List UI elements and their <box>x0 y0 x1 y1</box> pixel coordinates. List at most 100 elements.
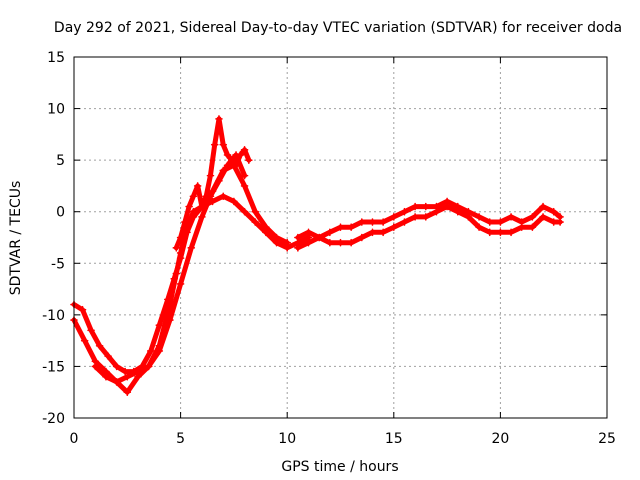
data-point-plus <box>240 146 249 154</box>
data-point-plus <box>400 218 409 226</box>
data-point-plus <box>496 228 505 237</box>
data-point-plus <box>294 244 302 252</box>
data-point-plus <box>240 171 249 180</box>
data-point-plus <box>347 223 355 231</box>
data-point-plus <box>176 233 185 242</box>
data-point-plus <box>206 171 215 180</box>
data-point-plus <box>155 347 164 355</box>
data-point-plus <box>155 321 164 329</box>
x-tick-label: 15 <box>385 431 403 447</box>
data-point-plus <box>232 161 240 170</box>
data-point-plus <box>80 336 89 345</box>
series-track-c <box>91 161 291 386</box>
data-point-plus <box>146 347 155 355</box>
data-point-plus <box>189 192 198 201</box>
data-point-plus <box>304 228 313 237</box>
data-point-plus <box>549 218 558 226</box>
y-tick-label: 5 <box>56 153 65 169</box>
data-point-plus <box>219 140 228 149</box>
data-point-plus <box>368 228 377 237</box>
y-tick-label: -5 <box>51 256 65 272</box>
data-point-plus <box>475 223 483 231</box>
data-point-plus <box>272 233 281 242</box>
data-point-plus <box>315 233 323 242</box>
data-point-plus <box>485 218 494 226</box>
data-point-plus <box>202 192 210 201</box>
x-tick-label: 0 <box>70 431 79 447</box>
data-point-plus <box>78 305 87 314</box>
data-point-plus <box>464 213 473 221</box>
data-point-plus <box>358 218 366 226</box>
data-point-plus <box>358 233 366 242</box>
data-point-plus <box>453 207 462 216</box>
data-point-plus <box>112 378 121 386</box>
chart-title: Day 292 of 2021, Sidereal Day-to-day VTE… <box>54 20 622 36</box>
plot-frame <box>73 56 608 419</box>
data-point-plus <box>245 156 253 164</box>
y-tick-label: 10 <box>47 102 65 118</box>
data-point-plus <box>549 207 558 216</box>
data-point-plus <box>326 238 334 247</box>
data-point-plus <box>176 280 185 288</box>
data-point-plus <box>104 352 112 360</box>
data-point-plus <box>379 218 387 226</box>
data-point-plus <box>539 202 547 211</box>
data-point-plus <box>421 202 430 211</box>
x-tick-label: 25 <box>598 431 616 447</box>
series-track-d <box>172 115 253 252</box>
data-point-plus <box>262 223 270 231</box>
y-tick-label: -10 <box>42 308 65 324</box>
data-point-plus <box>556 218 564 226</box>
data-point-plus <box>283 238 291 247</box>
y-tick-label: 0 <box>56 205 65 221</box>
data-point-plus <box>87 326 95 335</box>
data-point-plus <box>181 218 189 226</box>
data-point-plus <box>326 228 334 237</box>
data-point-plus <box>121 367 129 376</box>
data-point-plus <box>172 244 181 252</box>
data-point-plus <box>219 166 228 175</box>
data-point-plus <box>390 223 398 231</box>
data-point-plus <box>187 244 196 252</box>
data-point-plus <box>164 295 172 304</box>
series-track-f <box>294 202 564 252</box>
data-point-plus <box>95 342 104 350</box>
y-tick-label: -20 <box>42 411 65 427</box>
y-tick-label: 15 <box>47 50 65 66</box>
data-point-plus <box>368 218 377 226</box>
data-point-plus <box>144 362 153 371</box>
x-tick-label: 5 <box>176 431 185 447</box>
data-point-plus <box>528 213 537 221</box>
data-point-plus <box>294 233 302 242</box>
data-point-plus <box>210 140 219 149</box>
data-point-plus <box>485 228 494 237</box>
data-point-plus <box>432 207 441 216</box>
data-point-plus <box>219 192 228 201</box>
data-point-plus <box>528 223 537 231</box>
y-tick-label: -15 <box>42 359 65 375</box>
data-point-plus <box>496 218 505 226</box>
data-point-plus <box>240 207 249 216</box>
grid-lines <box>74 57 607 418</box>
x-tick-label: 10 <box>278 431 296 447</box>
data-point-plus <box>198 202 206 211</box>
data-point-plus <box>475 213 483 221</box>
data-point-plus <box>112 362 121 371</box>
data-point-plus <box>539 213 547 221</box>
data-point-plus <box>102 372 110 381</box>
data-point-plus <box>411 202 419 211</box>
data-point-plus <box>240 182 249 190</box>
data-point-plus <box>123 388 132 397</box>
data-point-plus <box>336 223 345 231</box>
data-point-plus <box>189 213 198 221</box>
data-point-plus <box>400 207 409 216</box>
data-point-plus <box>123 372 132 381</box>
data-point-plus <box>507 213 515 221</box>
data-point-plus <box>251 218 260 226</box>
data-point-plus <box>517 223 526 231</box>
data-point-plus <box>411 213 419 221</box>
data-point-plus <box>336 238 345 247</box>
data-point-plus <box>347 238 355 247</box>
x-tick-label: 20 <box>491 431 509 447</box>
data-point-plus <box>251 207 260 216</box>
